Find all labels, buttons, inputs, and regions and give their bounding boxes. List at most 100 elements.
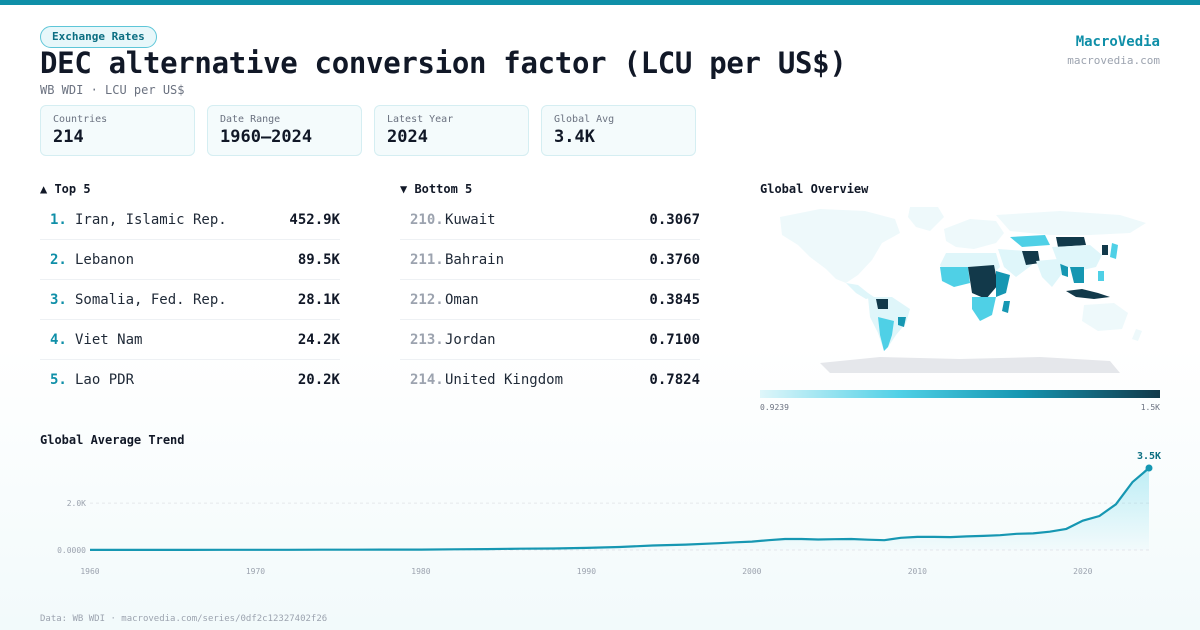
country-name: Somalia, Fed. Rep.: [75, 291, 227, 308]
region-australia[interactable]: [1082, 303, 1128, 331]
rank: 4.: [50, 331, 67, 348]
x-tick-label: 1980: [411, 567, 430, 576]
rank: 2.: [50, 251, 67, 268]
rank: 3.: [50, 291, 67, 308]
country-value: 0.3760: [649, 251, 700, 268]
stat-cards: Countries 214 Date Range 1960–2024 Lates…: [40, 105, 696, 156]
country-value: 20.2K: [297, 372, 340, 388]
x-tick-label: 1960: [80, 567, 99, 576]
region-paraguay[interactable]: [898, 317, 906, 327]
list-item[interactable]: 214. United Kingdom 0.7824: [400, 360, 700, 400]
footer-source: Data: WB WDI · macrovedia.com/series/0df…: [40, 614, 328, 624]
rank: 1.: [50, 211, 67, 228]
region-philippines[interactable]: [1098, 271, 1104, 281]
region-china[interactable]: [1052, 245, 1102, 271]
rank: 214.: [410, 372, 444, 388]
stat-label: Date Range: [220, 114, 281, 125]
y-tick-label: 2.0K: [67, 499, 86, 508]
region-iran[interactable]: [1022, 251, 1040, 265]
world-map[interactable]: [760, 205, 1160, 380]
stat-card-date-range: Date Range 1960–2024: [207, 105, 362, 156]
country-name: United Kingdom: [445, 372, 564, 388]
list-item[interactable]: 210. Kuwait 0.3067: [400, 200, 700, 240]
country-name: Kuwait: [445, 211, 496, 228]
stat-value: 1960–2024: [220, 127, 313, 147]
rank: 210.: [410, 211, 444, 228]
map-heading: Global Overview: [760, 182, 869, 196]
country-name: Lao PDR: [75, 372, 135, 388]
x-tick-label: 2010: [908, 567, 927, 576]
stat-label: Latest Year: [387, 114, 454, 125]
stat-card-countries: Countries 214: [40, 105, 195, 156]
legend-min-label: 0.9239: [760, 403, 789, 412]
region-central-america[interactable]: [846, 283, 874, 299]
region-madagascar[interactable]: [1002, 301, 1010, 313]
country-value: 0.3845: [649, 291, 700, 308]
y-tick-label: 0.0000: [57, 546, 86, 555]
region-antarctica[interactable]: [820, 357, 1120, 373]
x-tick-label: 2000: [742, 567, 761, 576]
world-map-svg: [780, 207, 1146, 373]
region-southeast-asia[interactable]: [1070, 267, 1084, 283]
region-greenland[interactable]: [908, 207, 944, 231]
region-korea[interactable]: [1102, 245, 1108, 255]
stat-label: Global Avg: [554, 114, 615, 125]
region-argentina[interactable]: [878, 317, 894, 351]
region-southern-africa[interactable]: [972, 297, 996, 321]
country-name: Oman: [445, 291, 479, 308]
country-value: 89.5K: [297, 251, 340, 268]
region-central-africa[interactable]: [968, 265, 998, 299]
region-colombia[interactable]: [876, 299, 888, 309]
region-europe[interactable]: [944, 219, 1004, 249]
brand[interactable]: MacroVedia macrovedia.com: [1067, 34, 1160, 67]
region-east-africa[interactable]: [996, 271, 1010, 297]
region-kazakhstan[interactable]: [1010, 235, 1050, 247]
x-tick-label: 1970: [246, 567, 265, 576]
list-item[interactable]: 4. Viet Nam 24.2K: [40, 320, 340, 360]
category-tag[interactable]: Exchange Rates: [40, 26, 157, 48]
page-title: DEC alternative conversion factor (LCU p…: [40, 46, 847, 80]
list-item[interactable]: 2. Lebanon 89.5K: [40, 240, 340, 280]
region-west-africa[interactable]: [940, 267, 970, 287]
stat-value: 3.4K: [554, 127, 595, 147]
trend-chart[interactable]: 3.5K 1960 1970 1980 1990 2000 2010 2020 0.0000…: [0, 440, 1200, 590]
list-item[interactable]: 1. Iran, Islamic Rep. 452.9K: [40, 200, 340, 240]
trend-y-axis: 0.0000 2.0K: [57, 499, 86, 555]
trend-end-point[interactable]: [1145, 464, 1153, 472]
trend-heading: Global Average Trend: [40, 433, 185, 447]
country-value: 452.9K: [289, 211, 340, 228]
brand-url: macrovedia.com: [1067, 54, 1160, 67]
country-name: Jordan: [445, 331, 496, 348]
list-item[interactable]: 5. Lao PDR 20.2K: [40, 360, 340, 400]
region-russia[interactable]: [996, 211, 1146, 235]
list-item[interactable]: 212. Oman 0.3845: [400, 280, 700, 320]
country-value: 28.1K: [297, 291, 340, 308]
list-item[interactable]: 213. Jordan 0.7100: [400, 320, 700, 360]
top5-list: 1. Iran, Islamic Rep. 452.9K 2. Lebanon …: [40, 200, 340, 400]
rank: 213.: [410, 331, 444, 348]
x-tick-label: 1990: [577, 567, 596, 576]
region-japan[interactable]: [1110, 243, 1118, 259]
region-new-zealand[interactable]: [1132, 329, 1142, 341]
stat-label: Countries: [53, 114, 108, 125]
rank: 211.: [410, 251, 444, 268]
region-myanmar[interactable]: [1060, 263, 1068, 277]
list-item[interactable]: 3. Somalia, Fed. Rep. 28.1K: [40, 280, 340, 320]
region-mongolia[interactable]: [1056, 237, 1086, 247]
rank: 5.: [50, 372, 67, 388]
country-name: Viet Nam: [75, 331, 143, 348]
stat-value: 214: [53, 127, 84, 147]
country-name: Iran, Islamic Rep.: [75, 211, 227, 228]
list-item[interactable]: 211. Bahrain 0.3760: [400, 240, 700, 280]
region-indonesia[interactable]: [1066, 289, 1110, 299]
trend-x-axis: 1960 1970 1980 1990 2000 2010 2020: [80, 567, 1092, 576]
legend-max-label: 1.5K: [1140, 403, 1160, 412]
region-south-asia[interactable]: [1036, 259, 1064, 287]
region-north-america[interactable]: [780, 209, 900, 283]
country-value: 0.3067: [649, 211, 700, 228]
brand-name: MacroVedia: [1075, 34, 1160, 50]
country-value: 24.2K: [297, 331, 340, 348]
stat-card-global-avg: Global Avg 3.4K: [541, 105, 696, 156]
country-name: Bahrain: [445, 251, 505, 268]
country-name: Lebanon: [75, 251, 135, 268]
